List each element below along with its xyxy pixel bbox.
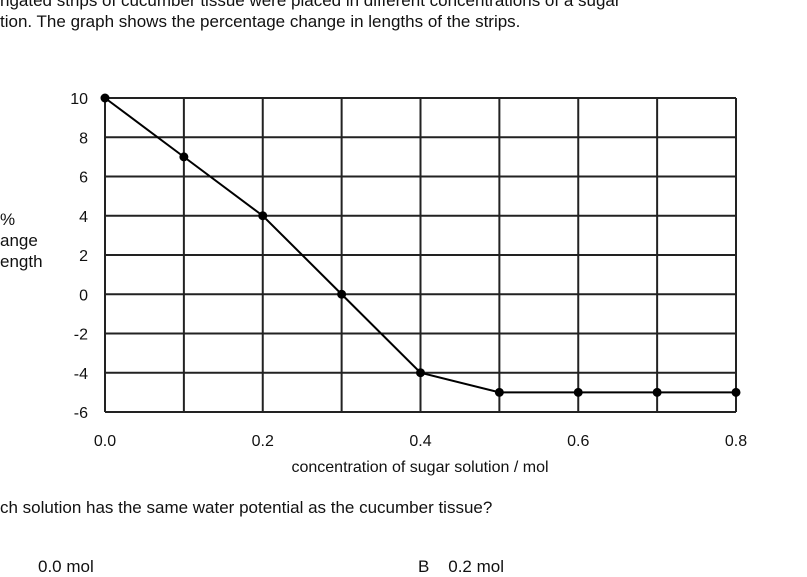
- y-tick-label: -2: [74, 327, 88, 344]
- data-point: [494, 387, 504, 397]
- data-point: [731, 387, 741, 397]
- intro-text-line-1: ngated strips of cucumber tissue were pl…: [0, 0, 621, 10]
- option-b-letter: B: [418, 557, 430, 576]
- y-tick-label: 8: [79, 130, 88, 147]
- x-tick-label: 0.2: [252, 433, 274, 450]
- y-axis-label-line-3: ength: [0, 252, 43, 271]
- data-point: [573, 387, 583, 397]
- option-b-text: B 0.2 mol: [418, 557, 504, 577]
- y-tick-label: 6: [79, 170, 88, 187]
- data-point: [337, 289, 347, 299]
- data-point: [100, 93, 110, 103]
- data-point: [416, 368, 425, 378]
- y-axis-label-line-1: %: [0, 210, 16, 229]
- y-tick-label: 10: [70, 91, 88, 108]
- question-text: ch solution has the same water potential…: [0, 498, 493, 517]
- data-point: [179, 152, 189, 162]
- option-b-value: 0.2 mol: [448, 557, 504, 576]
- data-point: [652, 387, 662, 397]
- y-tick-label: 0: [79, 287, 88, 304]
- y-axis-label-line-2: ange: [0, 231, 38, 250]
- y-tick-label: 2: [79, 248, 88, 265]
- y-tick-label: -6: [74, 405, 88, 422]
- x-axis-label: concentration of sugar solution / mol: [291, 459, 548, 476]
- x-tick-label: 0.0: [94, 433, 116, 450]
- x-tick-label: 0.8: [725, 433, 747, 450]
- data-point: [258, 211, 268, 221]
- intro-text-line-2: tion. The graph shows the percentage cha…: [0, 12, 521, 31]
- option-a-text: 0.0 mol: [38, 557, 94, 576]
- chart-grid: [104, 97, 737, 413]
- y-tick-label: 4: [79, 209, 88, 226]
- chart-tick-labels: 10 8 6 4 2 0 -2 -4 -6 0.0 0.2 0.4 0.6 0.8: [70, 91, 747, 450]
- x-tick-label: 0.6: [567, 433, 589, 450]
- x-tick-label: 0.4: [409, 433, 431, 450]
- y-tick-label: -4: [74, 366, 88, 383]
- chart-series: [100, 93, 741, 397]
- line-chart: 10 8 6 4 2 0 -2 -4 -6 0.0 0.2 0.4 0.6 0.8 concentrati…: [70, 91, 747, 476]
